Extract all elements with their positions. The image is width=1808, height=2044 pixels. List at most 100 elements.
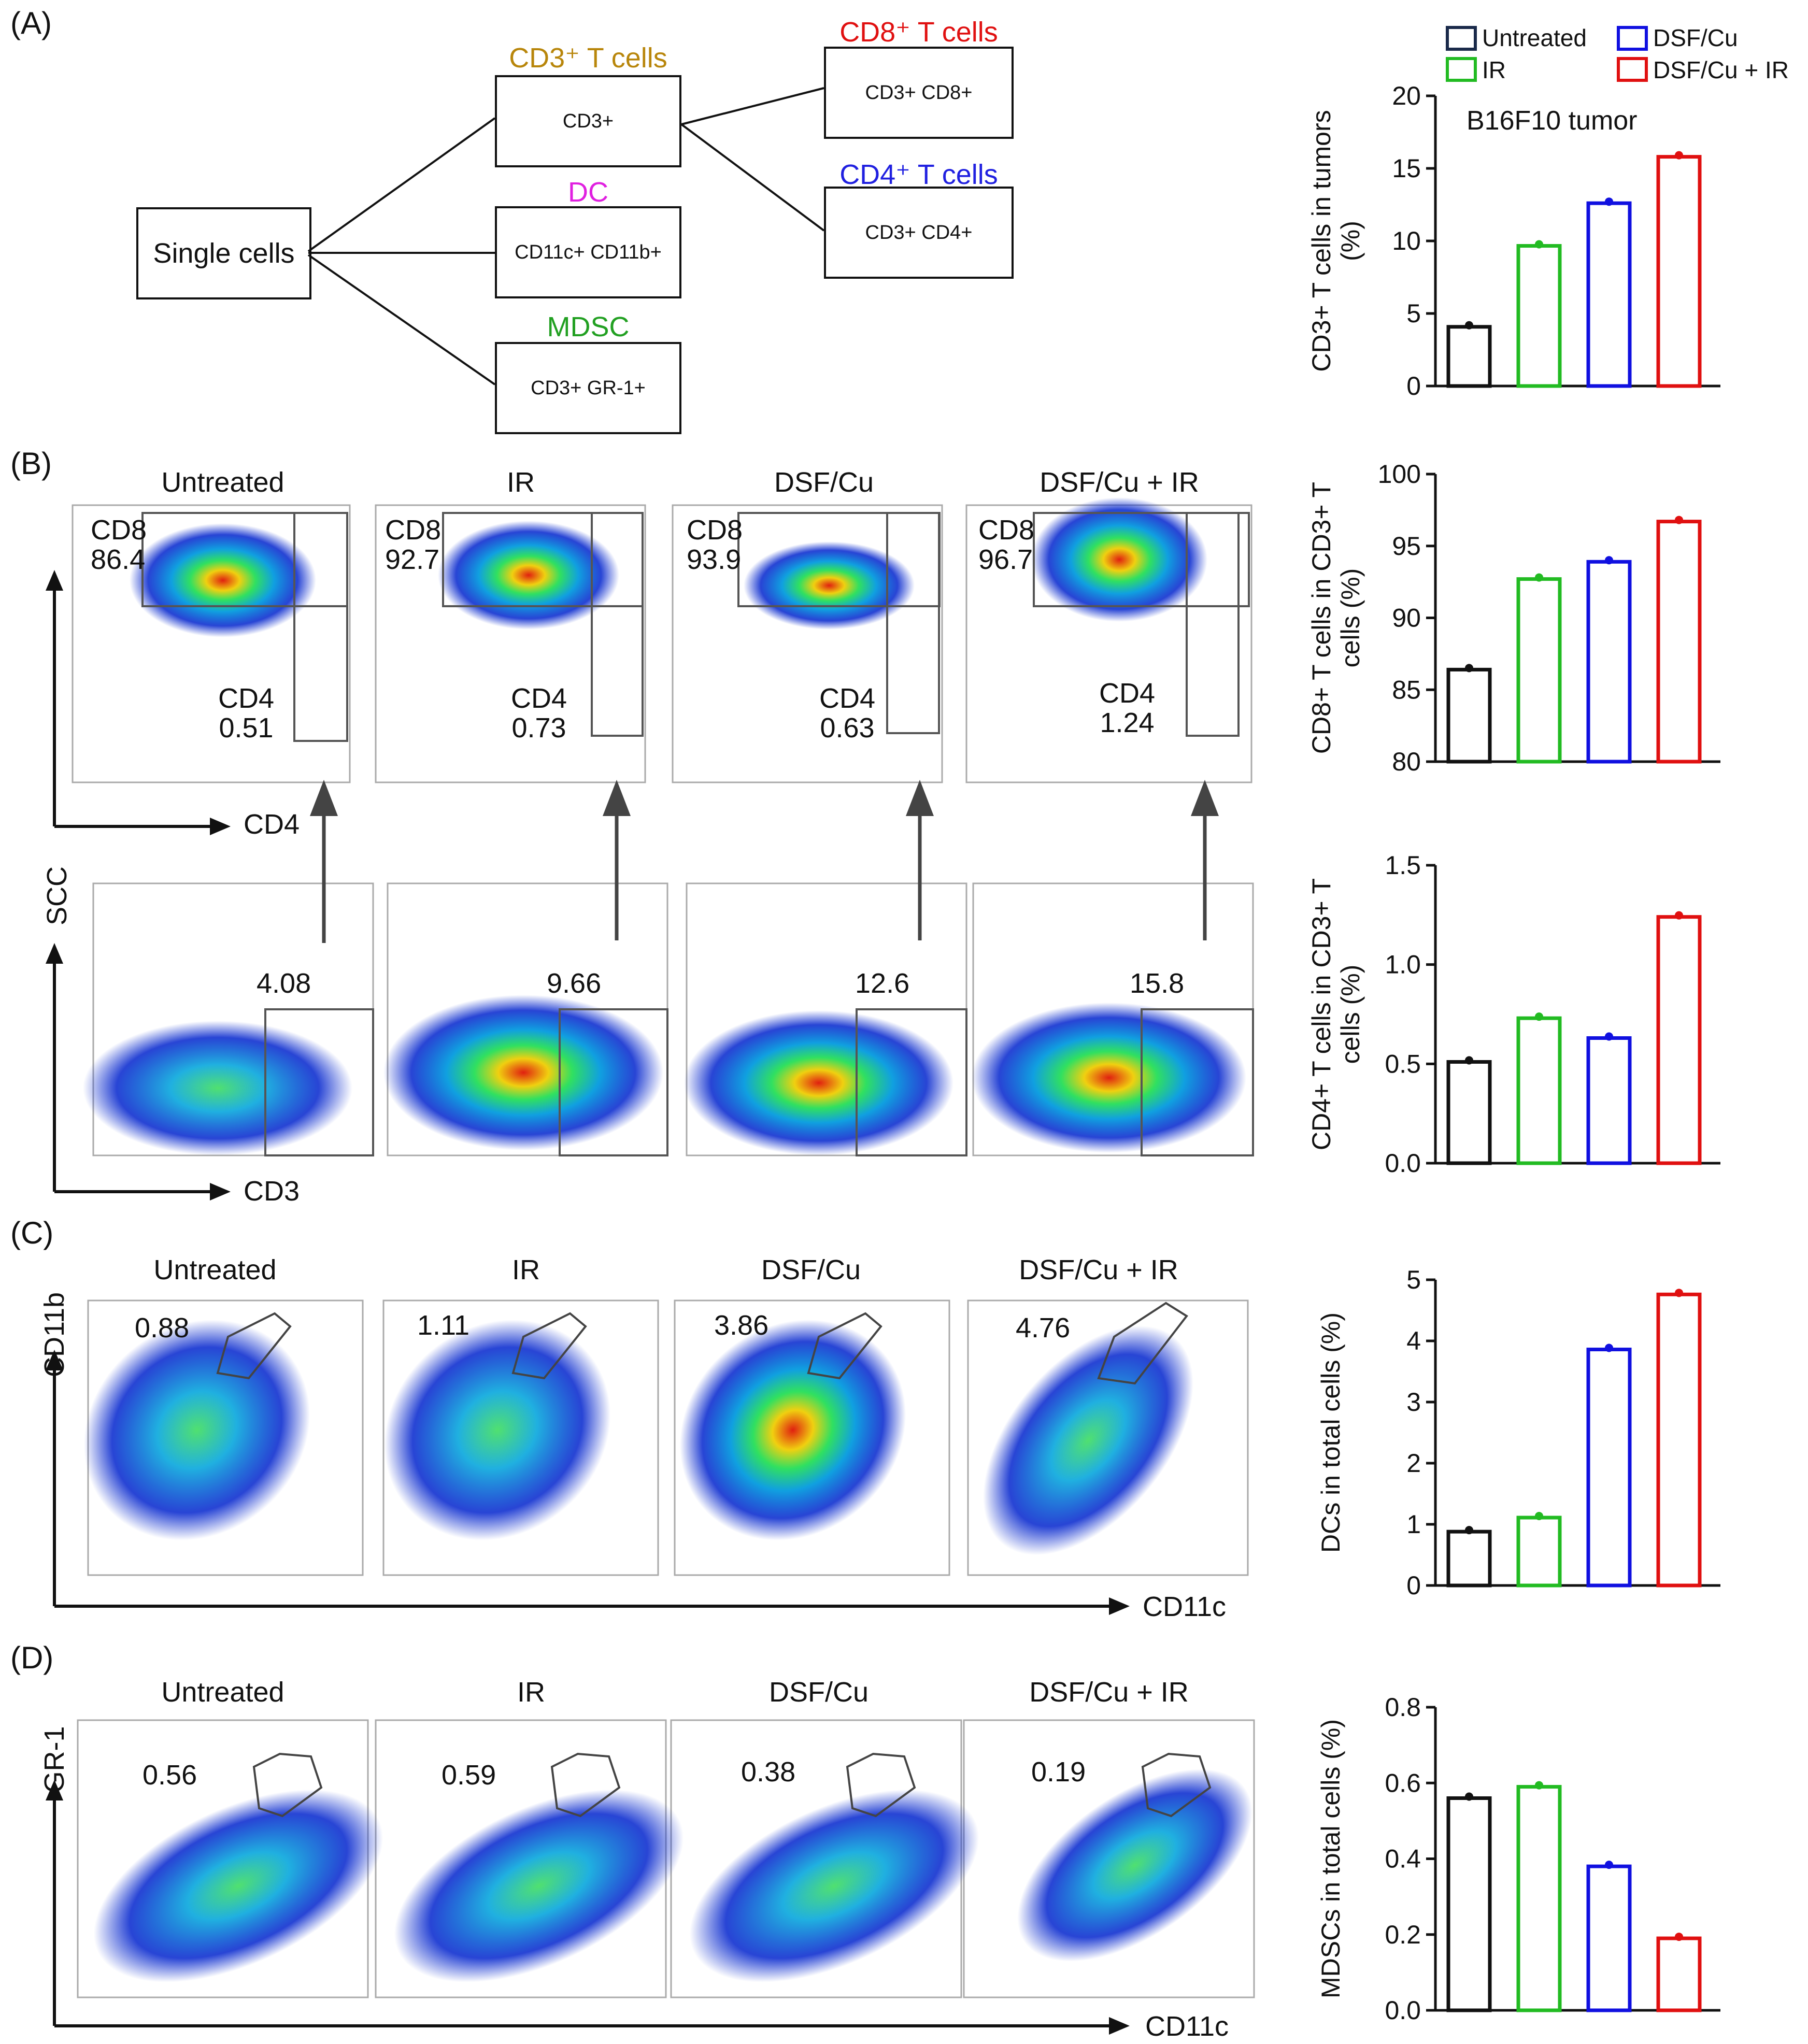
y-tick-label: 2 [1406, 1449, 1421, 1478]
bar-1 [1446, 667, 1492, 764]
cd4-box: CD3+ CD4+ [824, 187, 1014, 279]
y-tick-label: 0.0 [1385, 1996, 1421, 2025]
d-title-untreated: Untreated [161, 1677, 284, 1708]
bar-4 [1656, 915, 1702, 1165]
b-cd3-dsfcu-ir: 15.8 [1130, 968, 1185, 999]
panel-a-label: (A) [10, 6, 52, 40]
bar-3 [1586, 560, 1632, 764]
bar-point-3 [1605, 197, 1613, 206]
legend-label-ir: IR [1482, 56, 1506, 83]
y-tick-label: 95 [1392, 532, 1421, 561]
single-cells-box: Single cells [136, 207, 311, 299]
bar-1 [1446, 1060, 1492, 1165]
cd8-title: CD8⁺ T cells [839, 17, 998, 48]
bar-2 [1516, 1785, 1562, 2012]
bar-point-4 [1675, 516, 1683, 524]
y-tick-label: 0 [1406, 1571, 1421, 1600]
panel-b-label: (B) [10, 446, 52, 481]
y-axis-label: CD3+ T cells in tumors(%) [1307, 110, 1365, 371]
d-axis-cd11c: CD11c [1145, 2011, 1229, 2042]
y-tick-label: 15 [1392, 154, 1421, 183]
legend-swatch-ir [1446, 57, 1477, 82]
bar-point-3 [1605, 556, 1613, 565]
y-tick-label: 0.8 [1385, 1693, 1421, 1722]
y-tick-label: 80 [1392, 747, 1421, 776]
y-tick-label: 20 [1392, 81, 1421, 110]
b-title-untreated: Untreated [161, 467, 284, 498]
d-value-dsfcu: 0.38 [741, 1756, 796, 1788]
bar-3 [1586, 1348, 1632, 1588]
bar-point-1 [1465, 321, 1473, 330]
y-tick-label: 5 [1406, 299, 1421, 328]
y-tick-label: 85 [1392, 675, 1421, 704]
bar-1 [1446, 325, 1492, 388]
bar-point-1 [1465, 1056, 1473, 1065]
bar-2 [1516, 577, 1562, 764]
bar-chart-2: 80 85 90 95 100 CD8+ T cells in CD3+ Tcells (… [1307, 460, 1720, 776]
bar-3 [1586, 1864, 1632, 2012]
d-title-dsfcu-ir: DSF/Cu + IR [1029, 1677, 1189, 1708]
y-tick-label: 100 [1378, 460, 1421, 489]
y-axis-label: DCs in total cells (%) [1316, 1312, 1345, 1553]
cd3-box: CD3+ [495, 75, 681, 167]
c-title-untreated: Untreated [153, 1254, 277, 1285]
c-value-ir: 1.11 [417, 1310, 470, 1341]
b-cd8-dsfcu-ir: CD8 96.7 [978, 514, 1035, 575]
bar-chart-3: 0.0 0.5 1.0 1.5 CD4+ T cells in CD3+ Tcells … [1307, 851, 1720, 1178]
d-value-untreated: 0.56 [143, 1760, 197, 1791]
cd4-title: CD4⁺ T cells [839, 159, 998, 190]
bar-chart-5: 0.0 0.2 0.4 0.6 0.8 MDSCs in total cells (%) [1316, 1693, 1720, 2025]
d-title-dsfcu: DSF/Cu [768, 1677, 869, 1708]
b-cd3-untreated: 4.08 [257, 968, 311, 999]
y-tick-label: 1.5 [1385, 851, 1421, 880]
bar-3 [1586, 201, 1632, 388]
bar-1 [1446, 1796, 1492, 2012]
bar-point-3 [1605, 1861, 1613, 1869]
y-tick-label: 0.5 [1385, 1049, 1421, 1078]
b-title-dsfcu: DSF/Cu [774, 467, 874, 498]
bar-point-3 [1605, 1032, 1613, 1041]
bar-point-2 [1535, 573, 1543, 582]
b-title-dsfcu-ir: DSF/Cu + IR [1040, 467, 1199, 498]
d-value-ir: 0.59 [442, 1760, 496, 1791]
bar-2 [1516, 1516, 1562, 1588]
y-tick-label: 10 [1392, 226, 1421, 255]
cd8-box: CD3+ CD8+ [824, 47, 1014, 139]
chart-title: B16F10 tumor [1467, 106, 1638, 136]
y-tick-label: 0 [1406, 371, 1421, 401]
b-cd8-untreated: CD8 86.4 [91, 514, 147, 575]
panel-b-plots [46, 497, 1254, 1200]
panel-c-plots [46, 1299, 1249, 1615]
bar-point-4 [1675, 151, 1683, 160]
b-cd8-dsfcu: CD8 93.9 [687, 514, 743, 575]
b-cd3-ir: 9.66 [547, 968, 602, 999]
legend-label-dsfcu-ir: DSF/Cu + IR [1653, 56, 1789, 83]
y-tick-label: 0.2 [1385, 1920, 1421, 1949]
dc-title: DC [568, 177, 608, 208]
bar-point-1 [1465, 664, 1473, 673]
c-value-dsfcu: 3.86 [714, 1310, 769, 1341]
bar-chart-1: 0 5 10 15 20 B16F10 tumor CD3+ T cells in tumo… [1307, 81, 1720, 401]
y-axis-label: MDSCs in total cells (%) [1316, 1719, 1345, 1998]
y-tick-label: 5 [1406, 1265, 1421, 1294]
bar-chart-4: 0 1 2 3 4 5 DCs in total cells (%) [1316, 1265, 1720, 1600]
bar-4 [1656, 155, 1702, 388]
y-tick-label: 3 [1406, 1388, 1421, 1417]
b-cd4-untreated: CD4 0.51 [218, 683, 275, 744]
d-title-ir: IR [517, 1677, 545, 1708]
y-tick-label: 0.4 [1385, 1845, 1421, 1874]
bar-point-3 [1605, 1343, 1613, 1352]
c-value-dsfcu-ir: 4.76 [1016, 1312, 1071, 1343]
dc-box: CD11c+ CD11b+ [495, 206, 681, 298]
bar-point-4 [1675, 911, 1683, 920]
c-title-ir: IR [512, 1254, 540, 1285]
legend-swatch-dsfcu [1617, 26, 1648, 51]
d-axis-gr1: GR-1 [39, 1726, 70, 1793]
y-tick-label: 4 [1406, 1326, 1421, 1355]
b-cd4-dsfcu-ir: CD4 1.24 [1099, 678, 1156, 738]
bar-4 [1656, 1292, 1702, 1588]
y-axis-label: CD8+ T cells in CD3+ Tcells (%) [1307, 482, 1365, 754]
y-tick-label: 0.6 [1385, 1768, 1421, 1797]
legend-label-dsfcu: DSF/Cu [1653, 24, 1738, 51]
